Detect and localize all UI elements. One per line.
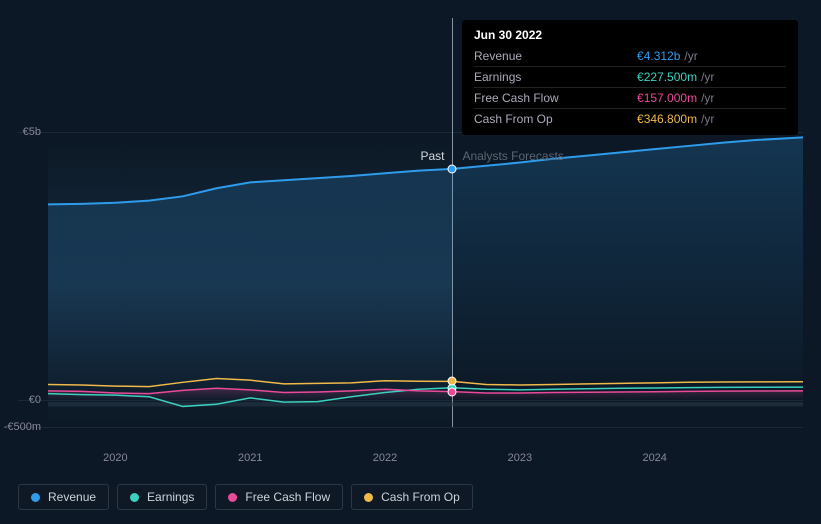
y-tick-label: €0 — [29, 394, 41, 406]
legend-item-cfo[interactable]: Cash From Op — [351, 484, 473, 510]
legend-swatch — [31, 493, 40, 502]
tooltip-metric-label: Cash From Op — [474, 109, 637, 130]
legend-item-fcf[interactable]: Free Cash Flow — [215, 484, 343, 510]
financial-chart: Past Analysts Forecasts €5b €0 -€500m 2020… — [0, 0, 821, 524]
legend: Revenue Earnings Free Cash Flow Cash From O… — [18, 484, 473, 510]
y-tick-label: -€500m — [4, 421, 41, 433]
analysts-forecasts-label: Analysts Forecasts — [462, 149, 563, 163]
tooltip-row: Revenue€4.312b/yr — [474, 46, 786, 67]
marker-revenue — [448, 164, 457, 173]
tooltip-row: Free Cash Flow€157.000m/yr — [474, 88, 786, 109]
tooltip-date: Jun 30 2022 — [474, 28, 786, 42]
tooltip-metric-value: €4.312b/yr — [637, 46, 786, 67]
tooltip-row: Earnings€227.500m/yr — [474, 67, 786, 88]
legend-label: Earnings — [147, 490, 194, 504]
legend-swatch — [130, 493, 139, 502]
legend-item-earnings[interactable]: Earnings — [117, 484, 207, 510]
tooltip-metric-value: €346.800m/yr — [637, 109, 786, 130]
legend-swatch — [228, 493, 237, 502]
marker-fcf — [448, 387, 457, 396]
y-tick-label: €5b — [23, 126, 41, 138]
x-tick-label: 2020 — [103, 452, 127, 464]
x-tick-label: 2024 — [642, 452, 666, 464]
tooltip-metric-label: Earnings — [474, 67, 637, 88]
tooltip-metric-label: Free Cash Flow — [474, 88, 637, 109]
tooltip-metric-value: €157.000m/yr — [637, 88, 786, 109]
x-tick-label: 2023 — [508, 452, 532, 464]
x-tick-label: 2021 — [238, 452, 262, 464]
legend-label: Cash From Op — [381, 490, 460, 504]
legend-label: Revenue — [48, 490, 96, 504]
past-label: Past — [420, 149, 444, 163]
tooltip-metric-value: €227.500m/yr — [637, 67, 786, 88]
x-tick-label: 2022 — [373, 452, 397, 464]
legend-label: Free Cash Flow — [245, 490, 330, 504]
legend-swatch — [364, 493, 373, 502]
marker-cfo — [448, 377, 457, 386]
hover-tooltip: Jun 30 2022 Revenue€4.312b/yrEarnings€22… — [462, 20, 798, 135]
legend-item-revenue[interactable]: Revenue — [18, 484, 109, 510]
tooltip-metric-label: Revenue — [474, 46, 637, 67]
tooltip-row: Cash From Op€346.800m/yr — [474, 109, 786, 130]
